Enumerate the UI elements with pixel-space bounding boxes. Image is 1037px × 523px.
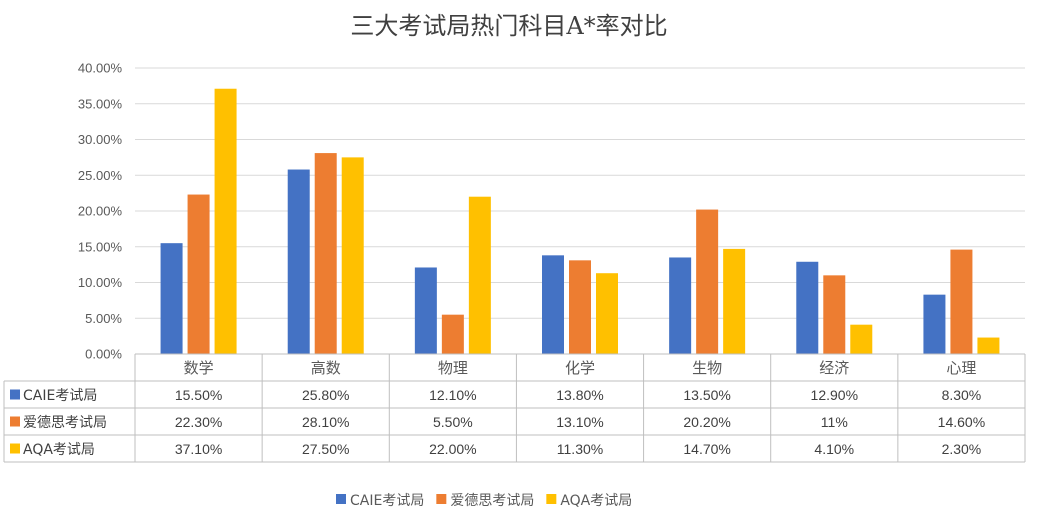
bar — [977, 337, 1000, 354]
data-label: 4.10% — [814, 441, 854, 457]
data-label: 12.10% — [429, 387, 476, 403]
data-label: 28.10% — [302, 414, 349, 430]
bars-layer — [160, 88, 1000, 355]
legend-swatch — [546, 494, 557, 504]
bar — [441, 314, 464, 354]
data-label: 14.70% — [683, 441, 730, 457]
bar — [850, 324, 873, 354]
bar — [696, 209, 719, 354]
legend-label: 爱德思考试局 — [450, 493, 534, 509]
bar — [287, 169, 310, 354]
x-tick-label: 经济 — [819, 359, 849, 377]
bar — [341, 157, 364, 354]
data-label: 11.30% — [557, 441, 603, 457]
bar — [669, 257, 692, 354]
bar — [187, 194, 210, 354]
data-label: 11% — [821, 414, 848, 430]
y-tick-label: 0.00% — [85, 347, 122, 362]
bar — [160, 243, 183, 354]
legend-swatch — [436, 494, 447, 504]
data-label: 22.30% — [175, 414, 222, 430]
legend: CAIE考试局 爱德思考试局 AQA考试局 — [336, 493, 632, 509]
chart-title: 三大考试局热门科目A*率对比 — [350, 12, 667, 40]
bar — [950, 249, 973, 354]
data-label: 22.00% — [429, 441, 476, 457]
data-label: 27.50% — [302, 441, 349, 457]
y-tick-label: 30.00% — [78, 132, 123, 147]
x-tick-label: 物理 — [438, 359, 468, 377]
y-tick-label: 15.00% — [78, 239, 123, 254]
y-tick-label: 40.00% — [78, 61, 123, 76]
data-label: 15.50% — [175, 387, 222, 403]
y-tick-label: 25.00% — [78, 168, 123, 183]
data-label: 5.50% — [433, 414, 473, 430]
data-label: 13.10% — [556, 414, 603, 430]
data-label: 13.80% — [556, 387, 603, 403]
x-tick-label: 生物 — [692, 359, 722, 377]
table-row-label: CAIE考试局 — [23, 388, 97, 404]
x-tick-label: 数学 — [184, 359, 214, 377]
bar — [796, 261, 819, 354]
bar — [569, 260, 591, 354]
bar — [596, 273, 618, 354]
data-label: 14.60% — [938, 414, 985, 430]
x-tick-label: 高数 — [311, 359, 341, 377]
table-row-label: 爱德思考试局 — [23, 415, 107, 431]
data-label: 20.20% — [683, 414, 730, 430]
data-label: 25.80% — [302, 387, 349, 403]
table-legend-swatch — [10, 389, 20, 400]
data-label: 2.30% — [942, 441, 982, 457]
table-legend-swatch — [10, 443, 20, 454]
bar — [414, 267, 437, 354]
data-label: 12.90% — [811, 387, 858, 403]
legend-label: AQA考试局 — [560, 493, 632, 509]
bar — [823, 275, 846, 354]
grid-layer: 0.00% 5.00% 10.00% 15.00% 20.00% 25.00% 30.00%… — [78, 61, 1025, 362]
y-tick-label: 5.00% — [85, 311, 122, 326]
y-tick-label: 10.00% — [78, 275, 123, 290]
bar — [723, 248, 746, 354]
x-tick-label: 化学 — [565, 359, 595, 377]
y-tick-label: 20.00% — [78, 204, 123, 219]
data-label: 37.10% — [175, 441, 222, 457]
legend-label: CAIE考试局 — [350, 493, 424, 509]
bar — [542, 255, 564, 354]
legend-swatch — [336, 494, 346, 504]
data-label: 13.50% — [683, 387, 730, 403]
bar — [923, 294, 946, 354]
table-row-label: AQA考试局 — [23, 442, 95, 458]
table-legend-swatch — [10, 416, 20, 427]
y-tick-label: 35.00% — [78, 96, 123, 111]
data-table: 数学 高数 物理 化学 生物 经济 心理 CAIE考试局 15.50% 25.80% 12.10% 1… — [3, 353, 1026, 463]
bar — [214, 88, 237, 355]
bar — [314, 153, 337, 354]
x-tick-label: 心理 — [946, 359, 976, 377]
bar — [468, 196, 491, 354]
data-label: 8.30% — [942, 387, 982, 403]
